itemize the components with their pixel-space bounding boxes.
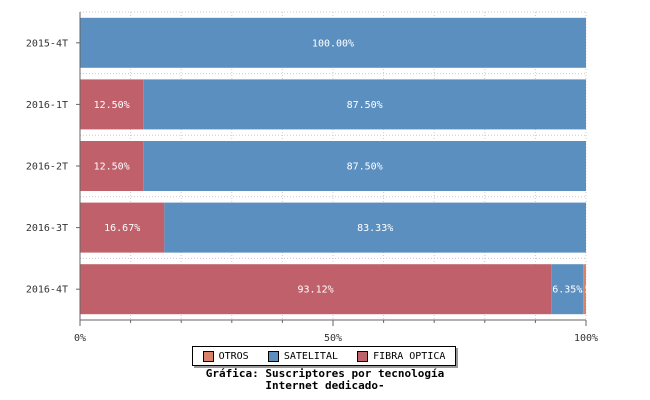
legend-swatch-satelital: [267, 350, 279, 362]
data-label: 83.33%: [357, 223, 393, 234]
x-tick-label: 0%: [74, 333, 86, 344]
data-label: 12.50%: [94, 100, 130, 111]
legend-swatch-fibra-optica: [357, 350, 369, 362]
data-label: 87.50%: [347, 162, 383, 173]
chart-legend: OTROS SATELITAL FIBRA OPTICA: [192, 346, 456, 366]
y-tick-label: 2016-3T: [26, 223, 68, 234]
data-label: 6.35%: [552, 285, 582, 296]
x-tick-label: 100%: [574, 333, 598, 344]
bar-segment: [143, 141, 586, 191]
chart-title-line-2: Internet dedicado-: [265, 379, 385, 392]
legend-item-fibra-optica: FIBRA OPTICA: [357, 350, 446, 362]
legend-swatch-otros: [202, 350, 214, 362]
y-tick-label: 2016-1T: [26, 100, 68, 111]
bar-segment: [583, 264, 586, 315]
legend-label-otros: OTROS: [218, 350, 249, 362]
bar-segment: [143, 79, 586, 130]
x-tick-label: 50%: [324, 333, 342, 344]
bar-segment: [80, 141, 144, 191]
legend-item-otros: OTROS: [202, 350, 249, 362]
data-label: 12.50%: [94, 162, 130, 173]
bar-segment: [551, 264, 584, 315]
bar-segment: [80, 264, 552, 315]
chart-title-line-1: Gráfica: Suscriptores por tecnología: [205, 367, 445, 380]
y-tick-label: 2015-4T: [26, 38, 68, 49]
bar-segment: [80, 17, 586, 68]
bar-segment: [80, 79, 144, 130]
bar-segment: [80, 202, 165, 253]
y-tick-label: 2016-2T: [26, 162, 68, 173]
chart-title: Gráfica: Suscriptores por tecnología Int…: [0, 368, 650, 392]
y-tick-label: 2016-4T: [26, 285, 68, 296]
data-label: 16.67%: [104, 223, 140, 234]
legend-item-satelital: SATELITAL: [267, 350, 338, 362]
legend-label-fibra-optica: FIBRA OPTICA: [373, 350, 446, 362]
data-label: 87.50%: [347, 100, 383, 111]
legend-label-satelital: SATELITAL: [283, 350, 338, 362]
bar-segment: [164, 202, 586, 253]
data-label: 93.12%: [298, 285, 334, 296]
data-label: 100.00%: [312, 38, 354, 49]
data-label: .5: [579, 285, 591, 296]
